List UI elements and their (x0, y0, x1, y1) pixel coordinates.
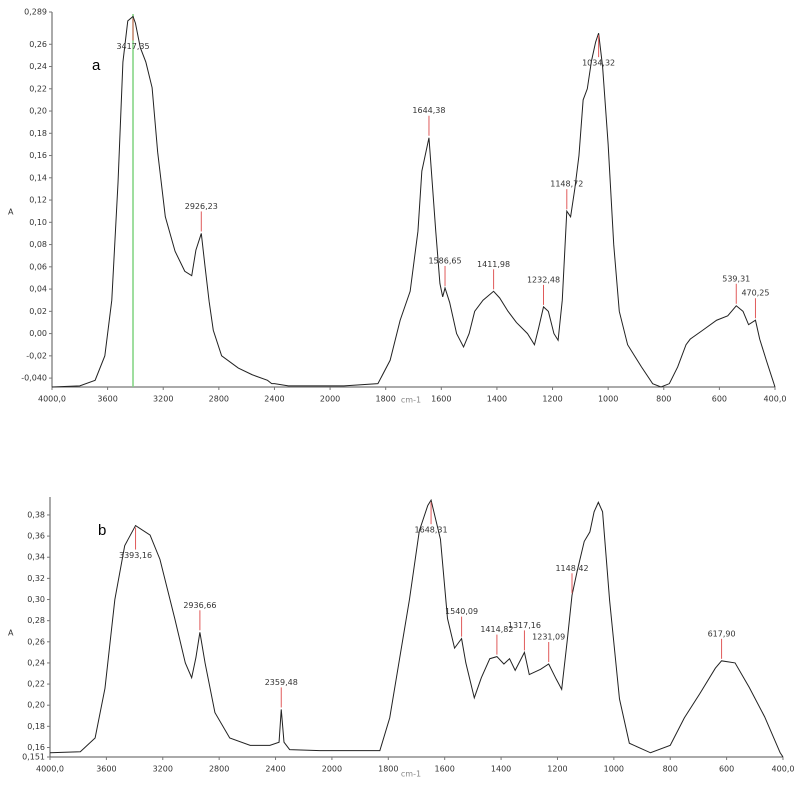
y-tick-label: 0,18 (29, 129, 47, 138)
y-tick-label: 0,38 (27, 510, 45, 519)
y-tick-label: 0,20 (27, 701, 45, 710)
x-tick-label: 1200 (547, 765, 567, 774)
peak-label: 2936,66 (183, 601, 216, 610)
x-tick-label: 1800 (376, 395, 396, 404)
y-axis-label: A (8, 208, 14, 217)
x-tick-label: 2800 (209, 395, 229, 404)
y-tick-label: 0,24 (27, 658, 45, 667)
spectrum-line (51, 15, 776, 388)
panel-label: a (92, 57, 101, 74)
y-axis-label: A (8, 629, 14, 638)
peak-label: 1034,32 (582, 59, 615, 68)
x-tick-label: 2000 (320, 395, 340, 404)
y-tick-label: 0,26 (27, 637, 45, 646)
x-tick-label: 3200 (153, 765, 173, 774)
x-tick-label: 3600 (97, 395, 117, 404)
y-tick-label: 0,00 (29, 329, 47, 338)
peak-label: 3417,35 (116, 42, 149, 51)
peak-label: 1648,31 (415, 526, 448, 535)
x-tick-label: 800 (663, 765, 678, 774)
x-tick-label: 1600 (435, 765, 455, 774)
y-tick-label: 0,20 (29, 107, 47, 116)
y-tick-label: 0,22 (29, 84, 47, 93)
y-tick-label: 0,08 (29, 240, 47, 249)
peak-label: 1232,48 (527, 275, 560, 284)
x-tick-label: 4000,0 (38, 395, 66, 404)
x-tick-label: 1000 (598, 395, 618, 404)
peak-label: 3393,16 (119, 551, 152, 560)
x-tick-label: 1800 (378, 765, 398, 774)
y-tick-label: 0,289 (24, 8, 47, 17)
peak-label: 2926,23 (185, 202, 218, 211)
x-tick-label: 1200 (542, 395, 562, 404)
peak-label: 617,90 (708, 629, 736, 638)
y-tick-label: 0,24 (29, 62, 47, 71)
y-tick-label: 0,04 (29, 285, 47, 294)
x-tick-label: 400,0 (772, 765, 795, 774)
y-tick-label: 0,26 (29, 40, 47, 49)
y-tick-label: 0,32 (27, 574, 45, 583)
x-axis-label: cm-1 (401, 770, 421, 779)
x-tick-label: 800 (656, 395, 671, 404)
x-tick-label: 600 (719, 765, 734, 774)
y-tick-label: 0,16 (27, 743, 45, 752)
y-tick-label: -0,02 (26, 351, 47, 360)
y-tick-label: 0,14 (29, 173, 47, 182)
x-tick-label: 1000 (604, 765, 624, 774)
peak-label: 1148,72 (550, 180, 583, 189)
x-tick-label: 1600 (431, 395, 451, 404)
panel-label: b (98, 522, 106, 539)
x-tick-label: 1400 (487, 395, 507, 404)
y-tick-label: 0,34 (27, 553, 45, 562)
peak-label: 1317,16 (508, 621, 541, 630)
x-tick-label: 2800 (209, 765, 229, 774)
y-tick-label: -0,040 (21, 374, 47, 383)
y-tick-label: 0,22 (27, 680, 45, 689)
spectrum-line (49, 498, 784, 758)
x-tick-label: 400,0 (764, 395, 787, 404)
x-tick-label: 3200 (153, 395, 173, 404)
peak-label: 1540,09 (445, 607, 478, 616)
peak-label: 539,31 (722, 274, 750, 283)
y-tick-label: 0,28 (27, 616, 45, 625)
peak-label: 470,25 (741, 289, 769, 298)
peak-label: 1148,42 (555, 564, 588, 573)
y-tick-label: 0,36 (27, 532, 45, 541)
x-axis-label: cm-1 (401, 396, 421, 405)
peak-label: 1231,09 (532, 632, 565, 641)
x-tick-label: 3600 (96, 765, 116, 774)
y-tick-label: 0,16 (29, 151, 47, 160)
x-tick-label: 2000 (322, 765, 342, 774)
y-tick-label: 0,02 (29, 307, 47, 316)
x-tick-label: 4000,0 (36, 765, 64, 774)
x-tick-label: 600 (712, 395, 727, 404)
y-tick-label: 0,12 (29, 196, 47, 205)
peak-label: 1586,65 (428, 256, 461, 265)
x-tick-label: 1400 (491, 765, 511, 774)
y-tick-label: 0,151 (22, 753, 45, 762)
y-tick-label: 0,06 (29, 262, 47, 271)
peak-label: 1644,38 (412, 106, 445, 115)
x-tick-label: 2400 (265, 765, 285, 774)
peak-label: 1411,98 (477, 260, 510, 269)
x-tick-label: 2400 (264, 395, 284, 404)
y-tick-label: 0,10 (29, 218, 47, 227)
y-tick-label: 0,30 (27, 595, 45, 604)
y-tick-label: 0,18 (27, 722, 45, 731)
peak-label: 1414,82 (480, 625, 513, 634)
peak-label: 2359,48 (265, 678, 298, 687)
